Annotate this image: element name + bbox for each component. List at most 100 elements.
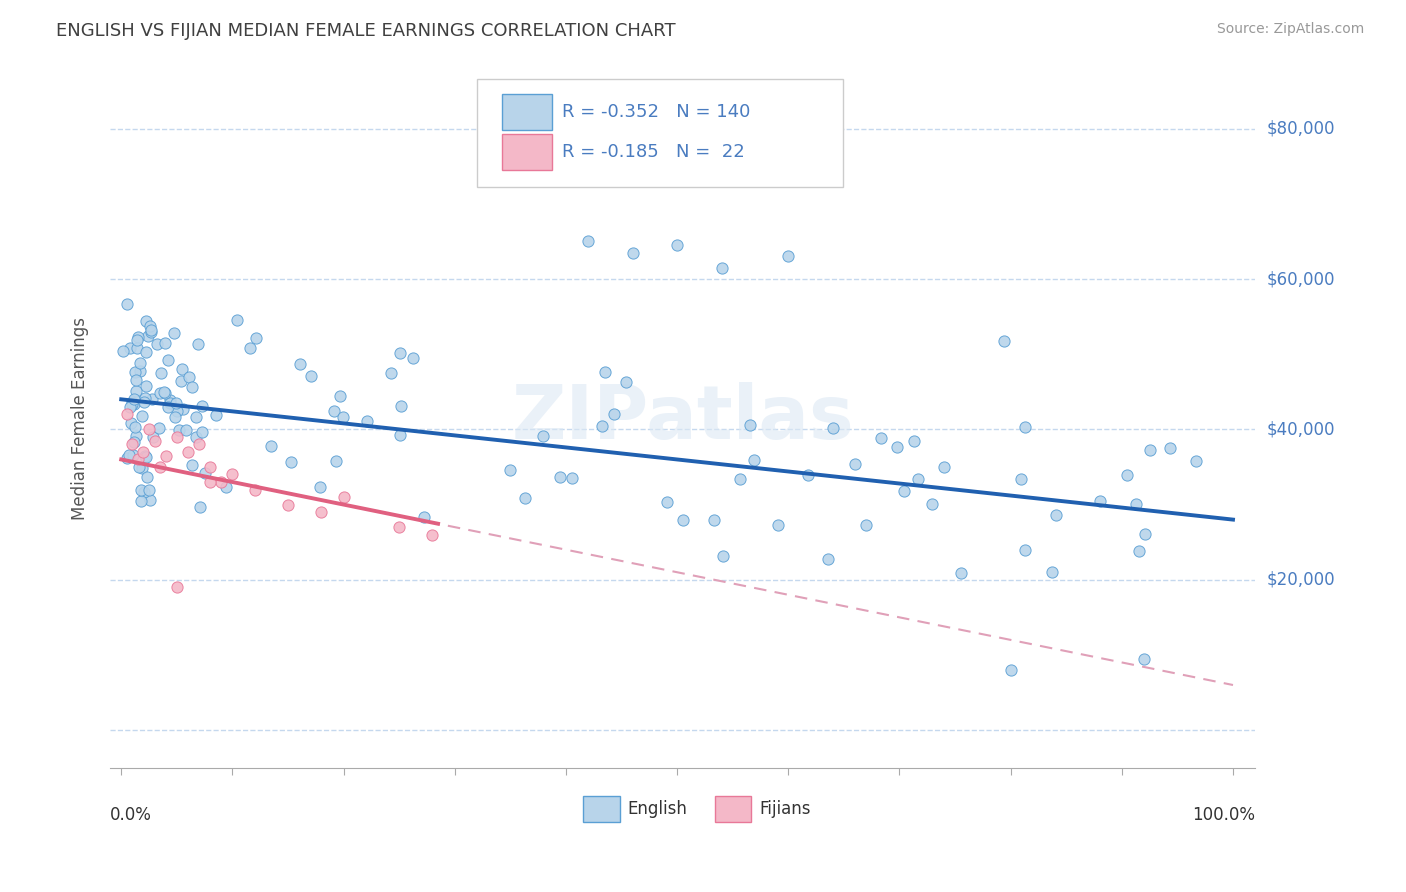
Point (131, 409, 153, 424)
Point (1000, 663, 1022, 677)
Text: R = -0.185   N =  22: R = -0.185 N = 22 (562, 144, 745, 161)
Point (186, 430, 208, 444)
Text: ZIPatlas: ZIPatlas (512, 382, 853, 455)
Point (1116, 468, 1139, 483)
Point (280, 455, 302, 469)
Point (135, 378, 157, 392)
Point (703, 512, 725, 526)
Point (191, 399, 214, 413)
Point (127, 452, 149, 467)
Point (422, 527, 444, 541)
Point (132, 445, 155, 459)
Point (134, 392, 156, 406)
FancyBboxPatch shape (477, 79, 844, 187)
Point (149, 460, 172, 475)
Point (402, 351, 425, 365)
Point (122, 448, 145, 462)
Point (166, 430, 188, 444)
Point (146, 337, 169, 351)
Point (531, 429, 554, 443)
Point (115, 451, 138, 466)
Point (380, 366, 402, 380)
Point (127, 341, 149, 355)
Point (621, 245, 644, 260)
Point (153, 385, 176, 400)
Point (129, 483, 152, 498)
Point (671, 513, 693, 527)
Point (125, 372, 148, 386)
Point (290, 357, 312, 371)
Point (127, 334, 149, 348)
Point (548, 470, 571, 484)
Point (311, 505, 333, 519)
Point (332, 410, 354, 425)
Point (124, 397, 146, 411)
Point (135, 313, 157, 327)
Point (141, 392, 163, 406)
Point (153, 384, 176, 399)
Point (167, 423, 190, 437)
Point (120, 416, 142, 430)
Point (115, 297, 138, 311)
Text: 0.0%: 0.0% (110, 806, 152, 824)
Point (388, 428, 411, 442)
FancyBboxPatch shape (502, 134, 553, 169)
Point (198, 460, 221, 475)
Point (129, 364, 152, 378)
Point (932, 460, 955, 475)
Point (817, 552, 839, 566)
Point (730, 472, 752, 486)
Point (893, 483, 915, 498)
Point (198, 475, 221, 489)
Point (136, 470, 159, 484)
Point (124, 384, 146, 399)
Point (136, 329, 159, 343)
Point (149, 385, 172, 400)
Point (128, 460, 150, 475)
Point (191, 425, 214, 440)
Point (118, 448, 141, 462)
Point (129, 494, 152, 508)
Point (142, 430, 165, 444)
Point (576, 235, 599, 249)
Point (159, 392, 181, 407)
Text: 100.0%: 100.0% (1192, 806, 1256, 824)
Point (172, 401, 194, 416)
Point (778, 250, 800, 264)
Point (325, 454, 347, 468)
Point (132, 485, 155, 500)
Point (139, 318, 162, 333)
Point (166, 580, 188, 594)
Point (166, 404, 188, 418)
Point (855, 517, 877, 532)
Text: Fijians: Fijians (759, 800, 811, 818)
Point (593, 365, 616, 379)
Point (797, 467, 820, 482)
Point (172, 361, 194, 376)
Point (188, 500, 211, 514)
Point (121, 437, 143, 451)
Point (127, 329, 149, 343)
Point (823, 421, 845, 435)
Point (245, 331, 267, 345)
Point (560, 471, 582, 485)
Point (139, 326, 162, 340)
Point (356, 414, 378, 428)
Point (124, 392, 146, 406)
Point (907, 471, 929, 485)
Point (148, 421, 170, 435)
Point (141, 323, 163, 337)
Point (134, 394, 156, 409)
Point (738, 418, 761, 433)
FancyBboxPatch shape (583, 797, 620, 822)
Point (205, 409, 228, 423)
Point (903, 434, 925, 449)
Point (309, 480, 332, 494)
Point (188, 437, 211, 451)
Point (388, 520, 411, 534)
Point (138, 422, 160, 436)
Point (170, 374, 193, 388)
Point (125, 429, 148, 443)
Point (921, 497, 943, 511)
Point (138, 492, 160, 507)
